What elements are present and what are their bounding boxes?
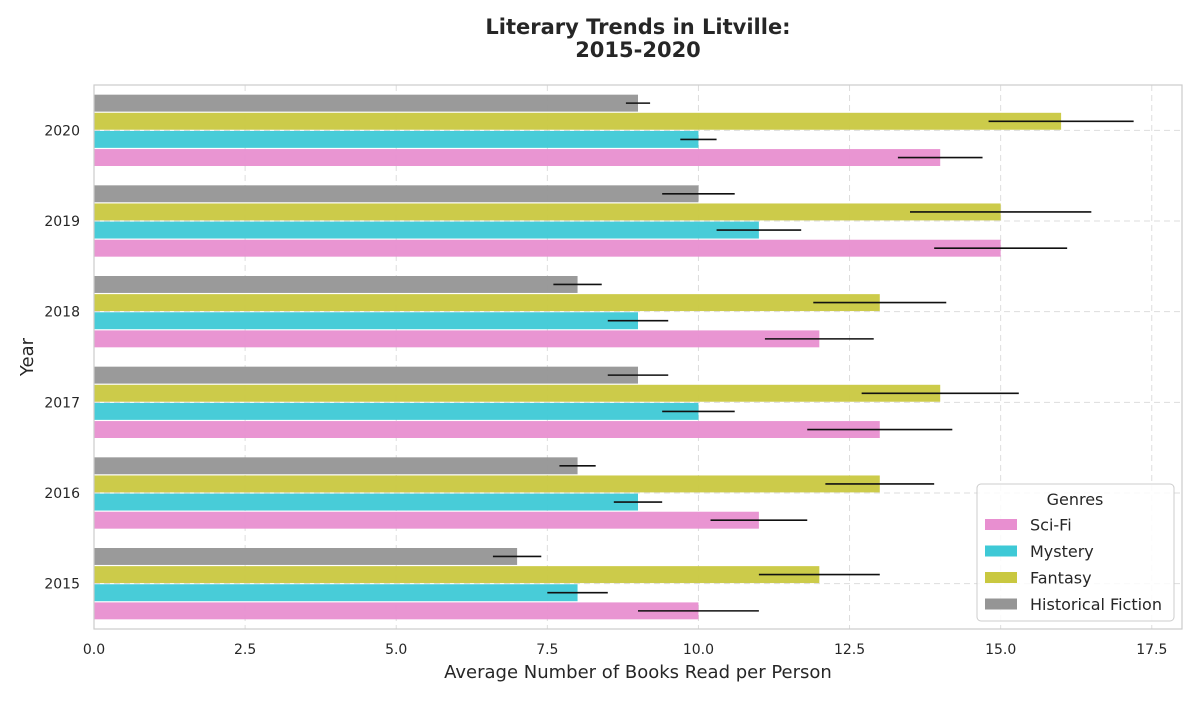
chart-title-line-2: 2015-2020 bbox=[575, 38, 701, 62]
legend-box bbox=[976, 483, 1175, 622]
legend-items: Sci-Fi Mystery Fantasy Historical Fiction bbox=[985, 516, 1162, 614]
x-tick-label: 15.0 bbox=[985, 642, 1016, 658]
x-tick-label: 10.0 bbox=[683, 642, 714, 658]
bar-fantasy-2020 bbox=[94, 112, 1062, 130]
bar-historical-fiction-2017 bbox=[94, 366, 638, 384]
y-tick-label: 2018 bbox=[44, 305, 80, 321]
y-axis-ticks: 2015 2016 2017 2018 2019 2020 bbox=[44, 123, 80, 592]
chart-title-line-1: Literary Trends in Litville: bbox=[485, 15, 790, 39]
bar-mystery-2015 bbox=[94, 584, 578, 602]
y-axis-label: Year bbox=[17, 337, 38, 377]
y-tick-label: 2016 bbox=[44, 486, 80, 502]
y-tick-label: 2017 bbox=[44, 395, 80, 411]
grid bbox=[93, 85, 1182, 629]
legend-label: Sci-Fi bbox=[1030, 516, 1072, 535]
x-tick-label: 12.5 bbox=[834, 642, 865, 658]
bar-fantasy-2018 bbox=[94, 294, 880, 312]
legend-swatch bbox=[985, 519, 1017, 530]
bars bbox=[94, 94, 1062, 620]
bar-historical-fiction-2015 bbox=[94, 548, 518, 565]
bar-sci-fi-2018 bbox=[94, 330, 820, 348]
legend-swatch bbox=[985, 598, 1017, 610]
bar-mystery-2019 bbox=[94, 221, 759, 239]
bar-mystery-2016 bbox=[94, 493, 638, 511]
y-tick-label: 2015 bbox=[44, 577, 80, 593]
legend-label: Fantasy bbox=[1030, 569, 1092, 588]
bar-sci-fi-2015 bbox=[94, 602, 699, 620]
y-tick-label: 2019 bbox=[44, 214, 80, 230]
bar-mystery-2020 bbox=[94, 130, 699, 148]
x-tick-label: 5.0 bbox=[385, 642, 407, 658]
bar-sci-fi-2020 bbox=[94, 149, 941, 166]
error-bars bbox=[492, 102, 1134, 612]
bar-fantasy-2019 bbox=[94, 203, 1001, 221]
legend-label: Mystery bbox=[1030, 542, 1094, 561]
bar-historical-fiction-2016 bbox=[94, 457, 578, 475]
bar-mystery-2018 bbox=[94, 312, 638, 330]
x-axis-label: Average Number of Books Read per Person bbox=[444, 662, 832, 683]
legend-label: Historical Fiction bbox=[1030, 595, 1162, 614]
x-tick-label: 7.5 bbox=[536, 642, 558, 658]
bar-sci-fi-2019 bbox=[94, 239, 1001, 257]
x-tick-label: 0.0 bbox=[83, 642, 105, 658]
legend-title: Genres bbox=[1047, 490, 1104, 509]
x-tick-label: 2.5 bbox=[234, 642, 256, 658]
bar-fantasy-2015 bbox=[94, 566, 820, 584]
plot-frame bbox=[93, 84, 1183, 630]
legend-swatch bbox=[985, 572, 1017, 583]
bar-historical-fiction-2019 bbox=[94, 185, 699, 203]
bar-fantasy-2016 bbox=[94, 475, 880, 493]
legend: Genres Sci-Fi Mystery Fantasy Historical Fi… bbox=[976, 483, 1175, 622]
x-tick-label: 17.5 bbox=[1136, 642, 1167, 658]
bar-historical-fiction-2018 bbox=[94, 276, 578, 293]
bar-mystery-2017 bbox=[94, 402, 699, 420]
bar-sci-fi-2016 bbox=[94, 511, 759, 529]
bar-sci-fi-2017 bbox=[94, 421, 880, 438]
y-tick-label: 2020 bbox=[44, 123, 80, 139]
legend-swatch bbox=[985, 545, 1017, 557]
bar-fantasy-2017 bbox=[94, 384, 941, 402]
x-axis-ticks: 0.0 2.5 5.0 7.5 10.0 12.5 15.0 17.5 bbox=[83, 642, 1167, 658]
bar-historical-fiction-2020 bbox=[94, 94, 638, 112]
